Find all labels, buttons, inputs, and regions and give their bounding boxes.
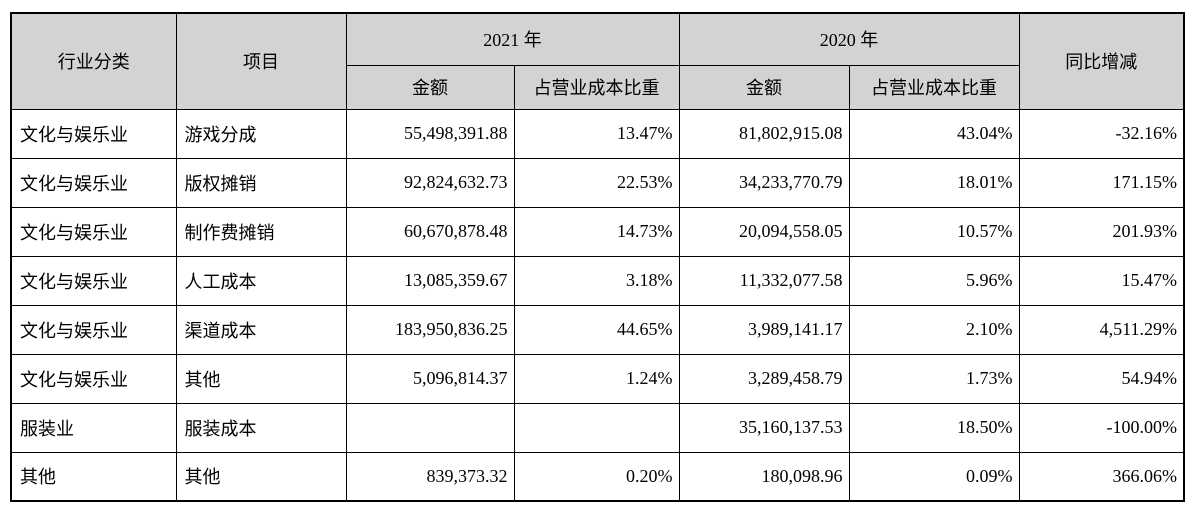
cell-amount-2020: 11,332,077.58 bbox=[678, 255, 850, 306]
cell-industry: 文化与娱乐业 bbox=[10, 353, 177, 404]
table-row: 文化与娱乐业 游戏分成 55,498,391.88 13.47% 81,802,… bbox=[10, 108, 1185, 159]
cell-yoy: 15.47% bbox=[1018, 255, 1185, 306]
cell-amount-2020: 180,098.96 bbox=[678, 451, 850, 502]
cell-amount-2021: 13,085,359.67 bbox=[345, 255, 515, 306]
cell-yoy: -32.16% bbox=[1018, 108, 1185, 159]
table-row: 文化与娱乐业 版权摊销 92,824,632.73 22.53% 34,233,… bbox=[10, 157, 1185, 208]
cell-industry: 文化与娱乐业 bbox=[10, 255, 177, 306]
header-row-groups: 行业分类 项目 2021 年 2020 年 同比增减 bbox=[10, 12, 1185, 110]
cell-amount-2020: 20,094,558.05 bbox=[678, 206, 850, 257]
cell-yoy: 366.06% bbox=[1018, 451, 1185, 502]
cell-item: 渠道成本 bbox=[175, 304, 347, 355]
cell-ratio-2020: 0.09% bbox=[848, 451, 1020, 502]
cell-industry: 文化与娱乐业 bbox=[10, 157, 177, 208]
table-row: 文化与娱乐业 制作费摊销 60,670,878.48 14.73% 20,094… bbox=[10, 206, 1185, 257]
cell-ratio-2020: 1.73% bbox=[848, 353, 1020, 404]
cell-ratio-2021: 0.20% bbox=[513, 451, 680, 502]
cell-amount-2020: 81,802,915.08 bbox=[678, 108, 850, 159]
header-amount-2020: 金额 bbox=[678, 64, 850, 110]
cell-ratio-2021: 14.73% bbox=[513, 206, 680, 257]
table-row: 文化与娱乐业 其他 5,096,814.37 1.24% 3,289,458.7… bbox=[10, 353, 1185, 404]
cell-amount-2021: 183,950,836.25 bbox=[345, 304, 515, 355]
cell-industry: 文化与娱乐业 bbox=[10, 304, 177, 355]
table-row: 其他 其他 839,373.32 0.20% 180,098.96 0.09% … bbox=[10, 451, 1185, 502]
cell-ratio-2020: 2.10% bbox=[848, 304, 1020, 355]
cell-item: 游戏分成 bbox=[175, 108, 347, 159]
header-item: 项目 bbox=[175, 12, 347, 110]
cell-amount-2021 bbox=[345, 402, 515, 453]
cell-ratio-2020: 18.01% bbox=[848, 157, 1020, 208]
cell-amount-2020: 35,160,137.53 bbox=[678, 402, 850, 453]
cell-industry: 其他 bbox=[10, 451, 177, 502]
cell-ratio-2021: 1.24% bbox=[513, 353, 680, 404]
cell-item: 版权摊销 bbox=[175, 157, 347, 208]
cell-amount-2021: 60,670,878.48 bbox=[345, 206, 515, 257]
header-ratio-2020: 占营业成本比重 bbox=[848, 64, 1020, 110]
table-row: 文化与娱乐业 渠道成本 183,950,836.25 44.65% 3,989,… bbox=[10, 304, 1185, 355]
cell-yoy: -100.00% bbox=[1018, 402, 1185, 453]
cell-ratio-2020: 18.50% bbox=[848, 402, 1020, 453]
header-industry-classification: 行业分类 bbox=[10, 12, 177, 110]
cell-item: 制作费摊销 bbox=[175, 206, 347, 257]
table-row: 服装业 服装成本 35,160,137.53 18.50% -100.00% bbox=[10, 402, 1185, 453]
cell-amount-2021: 5,096,814.37 bbox=[345, 353, 515, 404]
cost-breakdown-table: 行业分类 项目 2021 年 2020 年 同比增减 金额 占营业成本比重 金额… bbox=[10, 12, 1185, 502]
header-yoy-change: 同比增减 bbox=[1018, 12, 1185, 110]
cell-yoy: 171.15% bbox=[1018, 157, 1185, 208]
header-year-2020: 2020 年 bbox=[678, 12, 1020, 66]
cell-amount-2020: 3,989,141.17 bbox=[678, 304, 850, 355]
cell-industry: 服装业 bbox=[10, 402, 177, 453]
cell-yoy: 54.94% bbox=[1018, 353, 1185, 404]
cell-ratio-2021: 3.18% bbox=[513, 255, 680, 306]
cell-ratio-2020: 5.96% bbox=[848, 255, 1020, 306]
header-year-2021: 2021 年 bbox=[345, 12, 680, 66]
cell-ratio-2021 bbox=[513, 402, 680, 453]
cell-amount-2021: 55,498,391.88 bbox=[345, 108, 515, 159]
cell-yoy: 201.93% bbox=[1018, 206, 1185, 257]
cell-item: 人工成本 bbox=[175, 255, 347, 306]
cell-ratio-2020: 10.57% bbox=[848, 206, 1020, 257]
cell-amount-2020: 3,289,458.79 bbox=[678, 353, 850, 404]
cell-ratio-2020: 43.04% bbox=[848, 108, 1020, 159]
cell-ratio-2021: 22.53% bbox=[513, 157, 680, 208]
cell-ratio-2021: 44.65% bbox=[513, 304, 680, 355]
table-row: 文化与娱乐业 人工成本 13,085,359.67 3.18% 11,332,0… bbox=[10, 255, 1185, 306]
cell-yoy: 4,511.29% bbox=[1018, 304, 1185, 355]
cell-ratio-2021: 13.47% bbox=[513, 108, 680, 159]
cell-industry: 文化与娱乐业 bbox=[10, 206, 177, 257]
header-amount-2021: 金额 bbox=[345, 64, 515, 110]
cell-amount-2021: 839,373.32 bbox=[345, 451, 515, 502]
header-row-subcolumns: 金额 占营业成本比重 金额 占营业成本比重 bbox=[11, 64, 1184, 110]
cell-amount-2020: 34,233,770.79 bbox=[678, 157, 850, 208]
cell-item: 其他 bbox=[175, 451, 347, 502]
cell-item: 其他 bbox=[175, 353, 347, 404]
cell-industry: 文化与娱乐业 bbox=[10, 108, 177, 159]
cell-item: 服装成本 bbox=[175, 402, 347, 453]
cell-amount-2021: 92,824,632.73 bbox=[345, 157, 515, 208]
header-ratio-2021: 占营业成本比重 bbox=[513, 64, 680, 110]
